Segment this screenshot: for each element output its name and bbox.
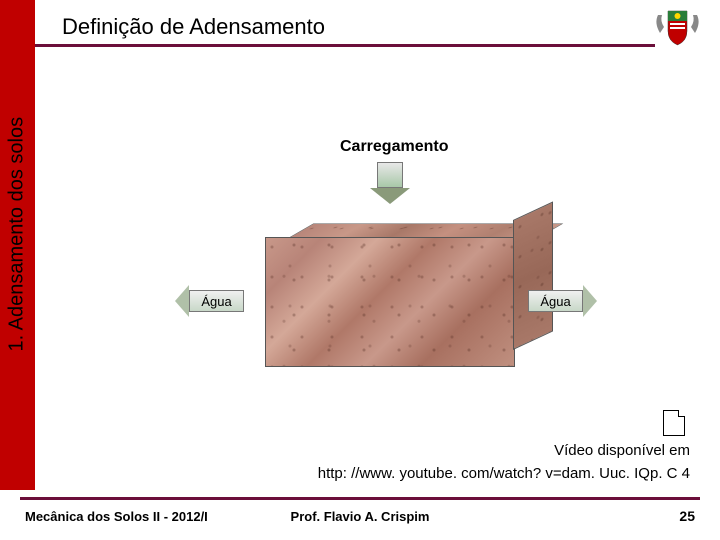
video-caption: Vídeo disponível em <box>554 442 690 459</box>
page-title: Definição de Adensamento <box>62 14 325 40</box>
loading-label: Carregamento <box>340 138 448 156</box>
water-label-right: Água <box>528 290 583 312</box>
arrow-right-icon <box>583 285 597 317</box>
title-divider <box>35 44 655 47</box>
footer-divider <box>20 497 700 500</box>
document-icon <box>663 410 685 436</box>
university-logo <box>650 5 705 47</box>
sidebar-label: 1. Adensamento dos solos <box>6 117 29 352</box>
slide: 1. Adensamento dos solos Definição de Ad… <box>0 0 720 540</box>
down-arrow-icon <box>377 162 410 204</box>
arrow-left-icon <box>175 285 189 317</box>
video-url: http: //www. youtube. com/watch? v=dam. … <box>318 465 690 482</box>
consolidation-diagram: Carregamento Água Água <box>180 130 600 390</box>
footer-professor: Prof. Flavio A. Crispim <box>0 509 720 524</box>
water-arrow-right: Água <box>528 285 597 317</box>
water-label-left: Água <box>189 290 244 312</box>
water-arrow-left: Água <box>175 285 244 317</box>
soil-block <box>265 212 515 367</box>
page-number: 25 <box>679 508 695 524</box>
